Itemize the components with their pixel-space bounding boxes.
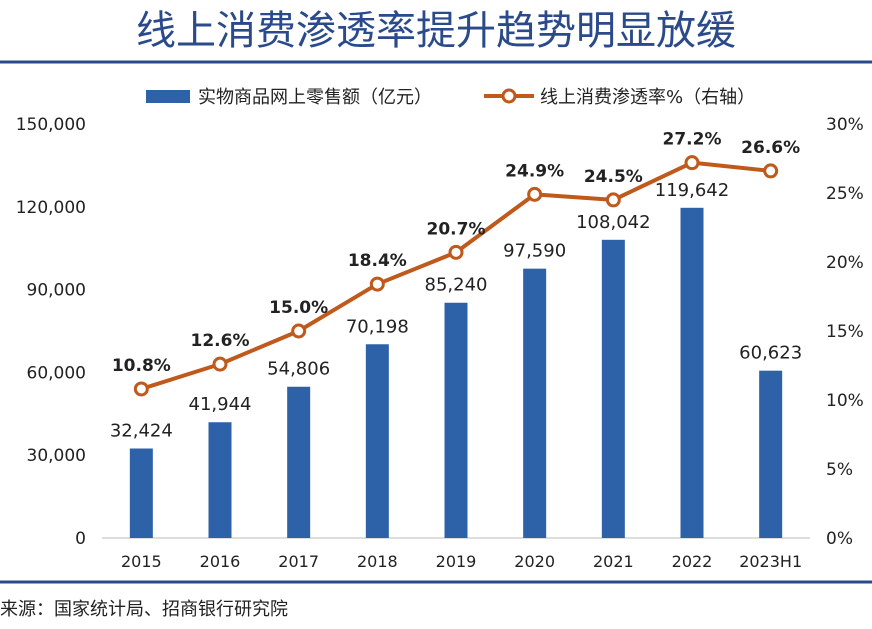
bar xyxy=(129,448,153,538)
y-left-tick-label: 120,000 xyxy=(16,198,86,218)
bar xyxy=(759,370,783,538)
y-right-tick-label: 25% xyxy=(826,184,864,204)
bar-series xyxy=(129,207,783,538)
bar xyxy=(523,268,547,538)
y-left-tick-label: 0 xyxy=(75,529,86,549)
y-right-tick-label: 15% xyxy=(826,322,864,342)
bar xyxy=(444,302,468,538)
line-value-label: 24.9% xyxy=(505,161,564,181)
line-value-label: 15.0% xyxy=(269,298,328,318)
x-axis: 2015 2016 2017 2018 2019 2020 2021 2022 2023H1 xyxy=(121,552,802,571)
line-marker xyxy=(527,186,543,202)
x-tick-label: 2018 xyxy=(357,552,398,571)
x-tick-label: 2020 xyxy=(514,552,555,571)
line-marker xyxy=(291,323,307,339)
bar-value-label: 32,424 xyxy=(110,421,173,442)
bar-value-label: 97,590 xyxy=(503,241,566,262)
x-tick-label: 2022 xyxy=(672,552,713,571)
y-right-tick-label: 0% xyxy=(826,529,853,549)
line-marker xyxy=(763,163,779,179)
bar xyxy=(680,207,704,538)
line-value-label: 10.8% xyxy=(112,356,171,376)
line-value-label: 12.6% xyxy=(191,331,250,351)
bar xyxy=(365,344,389,538)
bar-value-label: 41,944 xyxy=(189,394,252,415)
line-value-label: 20.7% xyxy=(427,219,486,239)
bar-value-label: 108,042 xyxy=(576,212,650,233)
legend-bar-label: 实物商品网上零售额（亿元） xyxy=(198,87,432,108)
chart-title: 线上消费渗透率提升趋势明显放缓 xyxy=(136,8,736,54)
line-series xyxy=(133,155,779,397)
x-tick-label: 2019 xyxy=(436,552,477,571)
y-left-tick-label: 150,000 xyxy=(16,115,86,135)
bar-value-label: 60,623 xyxy=(739,343,802,364)
legend-line-marker xyxy=(501,88,517,104)
y-right-tick-label: 10% xyxy=(826,391,864,411)
line-marker xyxy=(448,244,464,260)
bar-value-label: 119,642 xyxy=(655,180,729,201)
source-note: 来源：国家统计局、招商银行研究院 xyxy=(0,599,288,620)
x-tick-label: 2021 xyxy=(593,552,634,571)
bar-value-label: 54,806 xyxy=(267,359,330,380)
line-value-label: 24.5% xyxy=(584,167,643,187)
line-value-label: 26.6% xyxy=(741,138,800,158)
legend-line-label: 线上消费渗透率%（右轴） xyxy=(540,87,755,108)
legend: 实物商品网上零售额（亿元） 线上消费渗透率%（右轴） xyxy=(146,87,755,108)
x-tick-label: 2023H1 xyxy=(739,552,802,571)
bar xyxy=(208,422,232,538)
y-right-tick-label: 20% xyxy=(826,253,864,273)
y-left-tick-label: 60,000 xyxy=(27,363,86,383)
bar xyxy=(601,239,625,538)
bar xyxy=(287,386,311,538)
y-left-tick-label: 30,000 xyxy=(27,446,86,466)
y-axis-right: 30% 25% 20% 15% 10% 5% 0% xyxy=(826,115,864,549)
x-tick-label: 2016 xyxy=(200,552,241,571)
line-value-label: 27.2% xyxy=(663,130,722,150)
y-right-tick-label: 30% xyxy=(826,115,864,135)
line-marker xyxy=(605,192,621,208)
line-marker xyxy=(212,356,228,372)
bar-value-label: 70,198 xyxy=(346,316,409,337)
y-right-tick-label: 5% xyxy=(826,460,853,480)
bar-data-labels: 32,424 41,944 54,806 70,198 85,240 97,590 108,… xyxy=(110,180,802,442)
line-marker xyxy=(369,276,385,292)
line-marker xyxy=(133,381,149,397)
line-data-labels: 10.8% 12.6% 15.0% 18.4% 20.7% 24.9% 24.5% 27.2%… xyxy=(112,130,800,376)
bar-value-label: 85,240 xyxy=(425,275,488,296)
line-value-label: 18.4% xyxy=(348,251,407,271)
x-tick-label: 2015 xyxy=(121,552,162,571)
line-marker xyxy=(684,155,700,171)
y-left-tick-label: 90,000 xyxy=(27,281,86,301)
legend-bar-swatch xyxy=(146,90,190,103)
y-axis-left: 150,000 120,000 90,000 60,000 30,000 0 xyxy=(16,115,86,549)
x-tick-label: 2017 xyxy=(278,552,319,571)
